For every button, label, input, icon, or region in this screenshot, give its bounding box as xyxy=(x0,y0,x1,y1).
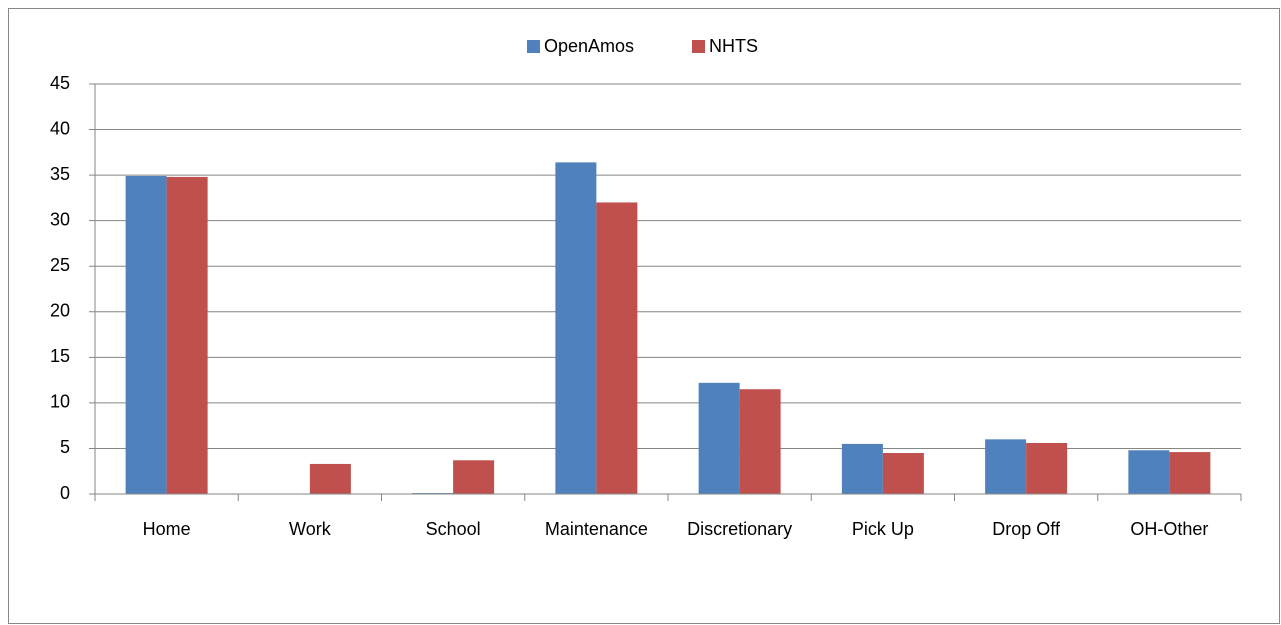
legend-label: OpenAmos xyxy=(544,36,634,56)
y-tick-label: 0 xyxy=(60,483,70,503)
y-tick-label: 20 xyxy=(50,301,70,321)
x-tick-label: School xyxy=(426,519,481,539)
bar xyxy=(453,460,495,494)
bar xyxy=(596,202,638,494)
bar xyxy=(739,389,781,494)
x-tick-label: Drop Off xyxy=(992,519,1061,539)
y-tick-label: 10 xyxy=(50,392,70,412)
bar xyxy=(166,176,208,494)
y-tick-label: 25 xyxy=(50,255,70,275)
bar xyxy=(985,439,1027,494)
y-tick-label: 40 xyxy=(50,118,70,138)
bar xyxy=(555,162,597,494)
y-tick-label: 45 xyxy=(50,73,70,93)
x-tick-label: Discretionary xyxy=(687,519,792,539)
bar xyxy=(125,176,167,494)
x-tick-label: Home xyxy=(143,519,191,539)
bar xyxy=(309,463,351,494)
bar xyxy=(1169,452,1211,494)
legend-label: NHTS xyxy=(709,36,758,56)
x-tick-label: OH-Other xyxy=(1130,519,1208,539)
legend-swatch xyxy=(692,40,705,53)
x-tick-label: Pick Up xyxy=(852,519,914,539)
bar xyxy=(841,443,883,494)
x-tick-label: Maintenance xyxy=(545,519,648,539)
y-tick-label: 30 xyxy=(50,209,70,229)
bar xyxy=(1128,450,1170,494)
y-tick-label: 35 xyxy=(50,164,70,184)
x-tick-label: Work xyxy=(289,519,332,539)
y-tick-label: 5 xyxy=(60,437,70,457)
bar xyxy=(1026,442,1068,494)
chart-border xyxy=(8,8,1280,624)
y-tick-label: 15 xyxy=(50,346,70,366)
bar xyxy=(882,453,924,494)
legend-swatch xyxy=(527,40,540,53)
bar xyxy=(698,382,740,494)
